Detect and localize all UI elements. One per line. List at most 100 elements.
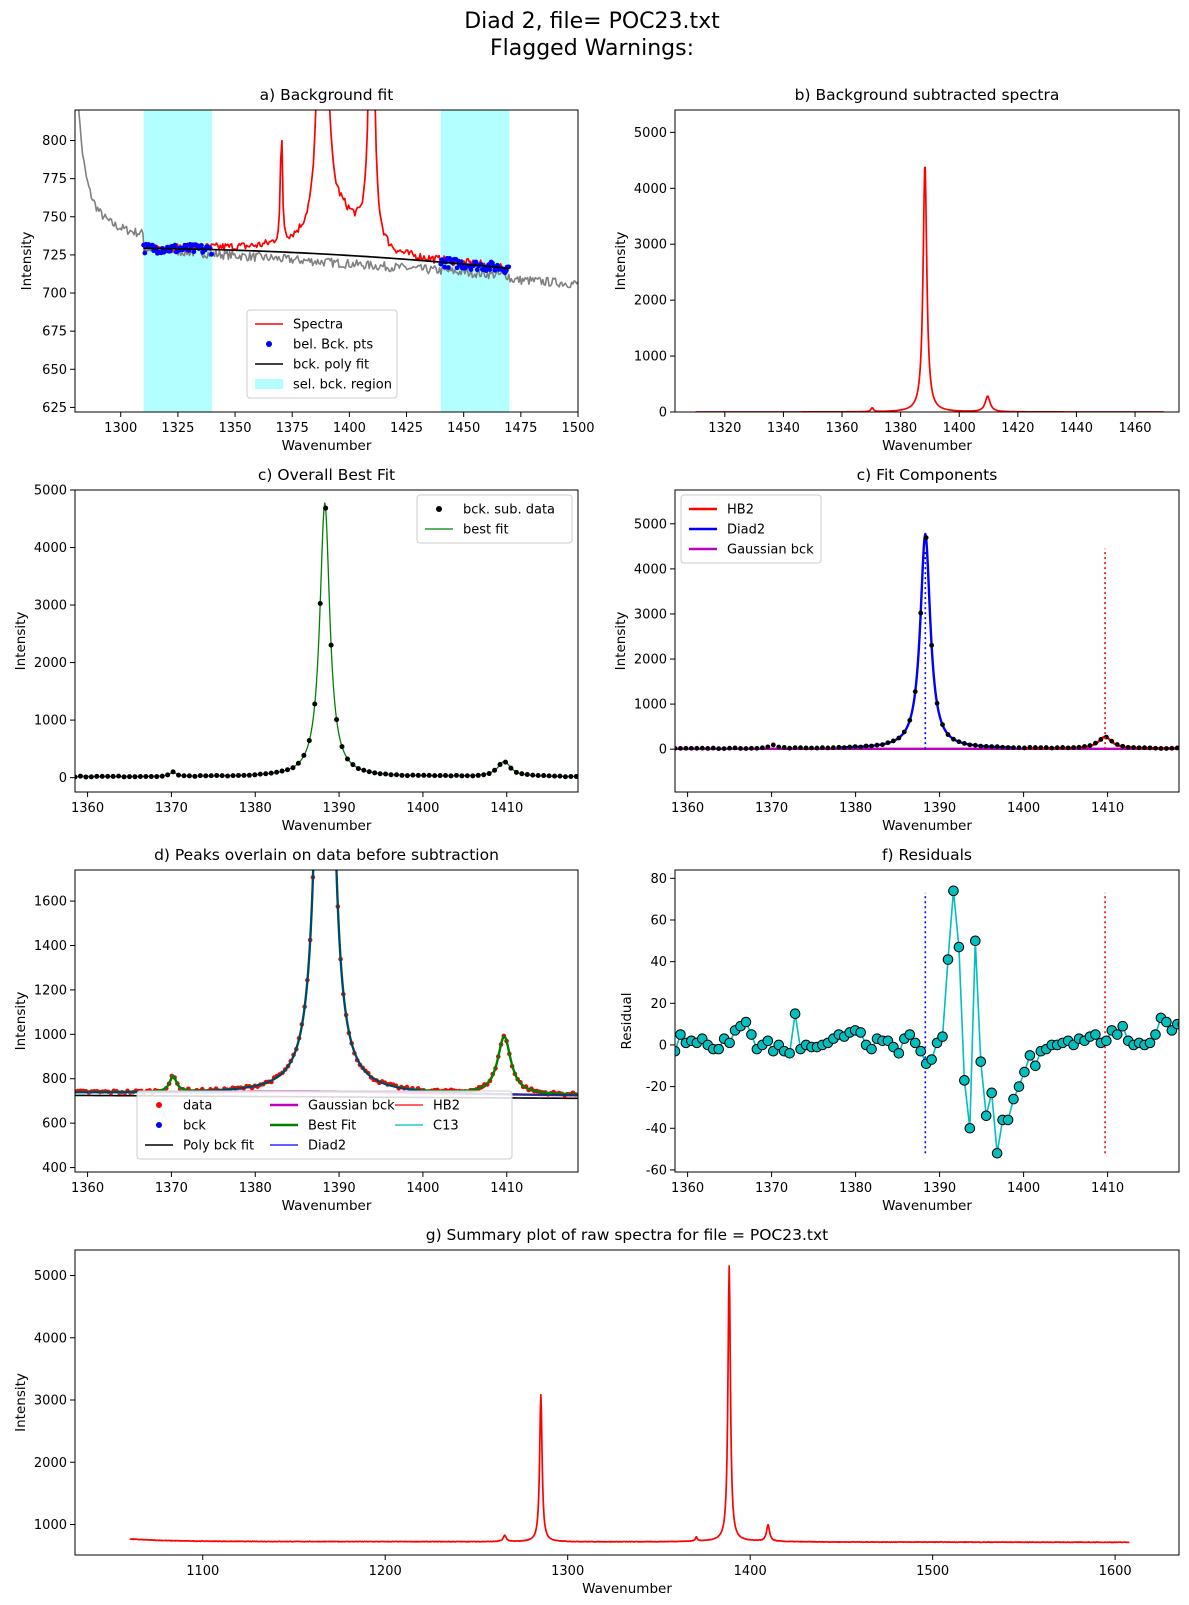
bck-sub-data-point (470, 773, 476, 779)
y-tick-label: 5000 (34, 484, 67, 499)
bck-sub-data-point (492, 767, 498, 773)
y-axis-label-f: Residual (619, 992, 635, 1049)
data-point (1082, 744, 1087, 749)
legend-label: Diad2 (727, 523, 765, 538)
bck-sub-data-point (502, 759, 508, 765)
bck-sub-data-point (459, 773, 465, 779)
x-tick-label: 1360 (671, 801, 704, 816)
data-point (885, 740, 891, 746)
data-point (1038, 745, 1044, 751)
bck-sub-data-point (399, 772, 405, 778)
y-tick-label: 775 (42, 172, 67, 187)
data-point (907, 717, 913, 723)
residual-point (1101, 1035, 1112, 1047)
bck-sub-data-point (257, 771, 263, 777)
bck-sub-data-point (246, 772, 252, 778)
legend-box (136, 1090, 513, 1160)
data-point (847, 744, 853, 750)
bck-sub-data-point (143, 774, 149, 780)
data-point (324, 131, 329, 136)
data-point (940, 722, 945, 728)
data-point (863, 743, 869, 749)
y-tick-label: 3000 (634, 238, 667, 253)
bck-sub-data-point (415, 772, 421, 778)
data-point (678, 745, 683, 751)
legend-c2: HB2 Diad2 Gaussian bck (680, 494, 822, 564)
data-point (710, 745, 716, 751)
x-tick-label: 1390 (923, 801, 956, 816)
legend-label: HB2 (727, 503, 754, 518)
y-axis-label-a: Intensity (19, 232, 35, 291)
bck-sub-data-point (524, 771, 530, 777)
x-tick-label: 1390 (923, 1181, 956, 1196)
data-point (1005, 745, 1011, 750)
legend-label: data (183, 1099, 212, 1114)
data-point (1087, 743, 1093, 748)
y-tick-label: 1000 (34, 1028, 67, 1043)
legend-label: Spectra (293, 318, 343, 333)
bck-sub-data-point (75, 774, 78, 780)
y-tick-label: 0 (659, 406, 667, 421)
bck-sub-data-point (279, 768, 285, 774)
residual-point (1111, 1029, 1123, 1040)
bck-sub-data-point (557, 773, 563, 779)
x-tick-label: 1350 (218, 421, 251, 436)
bck-sub-data-point (99, 773, 105, 779)
residual-point (866, 1043, 877, 1055)
data-point (1054, 745, 1060, 751)
bck-sub-data-point (252, 772, 258, 778)
x-tick-label: 1400 (943, 421, 976, 436)
y-tick-label: 4000 (34, 541, 67, 556)
y-tick-label: 4000 (34, 1331, 67, 1346)
data-point (1131, 745, 1137, 750)
bck-sub-data-point (176, 772, 182, 778)
y-axis-label-g: Intensity (13, 1373, 29, 1432)
data-point (978, 743, 984, 749)
bck-sub-data-point (426, 772, 432, 778)
bck-sub-data-point (513, 769, 519, 775)
plot-area-g (129, 1265, 1130, 1544)
legend-label: HB2 (433, 1099, 460, 1114)
residual-point (893, 1047, 905, 1059)
bck-sub-data-point (105, 773, 111, 779)
legend-label: Diad2 (308, 1139, 346, 1154)
bck-sub-data-point (562, 774, 568, 780)
residual-point (1002, 1114, 1014, 1126)
data-point (852, 744, 858, 749)
y-tick-label: 800 (42, 134, 67, 149)
data-point (880, 742, 885, 748)
data-point (1032, 745, 1038, 750)
bck-sub-data-point (148, 774, 154, 780)
data-point (825, 745, 831, 751)
x-tick-label: 1300 (551, 1564, 584, 1579)
x-tick-label: 1380 (239, 1181, 272, 1196)
bck-sub-data-point (197, 773, 203, 779)
bck-sub-data-point (126, 774, 132, 780)
data-point (1076, 744, 1082, 750)
data-point (1147, 745, 1153, 751)
bck-sub-data-point (306, 738, 312, 744)
legend-label: C13 (433, 1119, 459, 1134)
y-axis-label-c1: Intensity (13, 612, 29, 671)
legend-label: bck. sub. data (463, 503, 555, 518)
x-tick-label: 1500 (916, 1564, 949, 1579)
x-tick-label: 1410 (490, 801, 523, 816)
legend-label: bck. poly fit (293, 358, 369, 373)
x-axis-label-g: Wavenumber (582, 1581, 672, 1597)
bck-sub-data-point (132, 774, 138, 780)
axes-frame (674, 489, 1180, 793)
residual-point (1150, 1029, 1161, 1040)
axes-frame (74, 489, 579, 793)
bck-point (503, 268, 509, 274)
data-point (961, 741, 967, 746)
data-point (896, 735, 902, 741)
legend-box (246, 309, 398, 399)
y-tick-label: 1600 (34, 895, 67, 910)
data-point (322, 55, 327, 60)
data-point (923, 535, 929, 541)
x-tick-label: 1420 (1001, 421, 1034, 436)
residual-point (789, 1008, 801, 1020)
bck-sub-data-point (116, 773, 122, 779)
bck-sub-data-point (377, 771, 383, 777)
residual-point (724, 1037, 735, 1049)
